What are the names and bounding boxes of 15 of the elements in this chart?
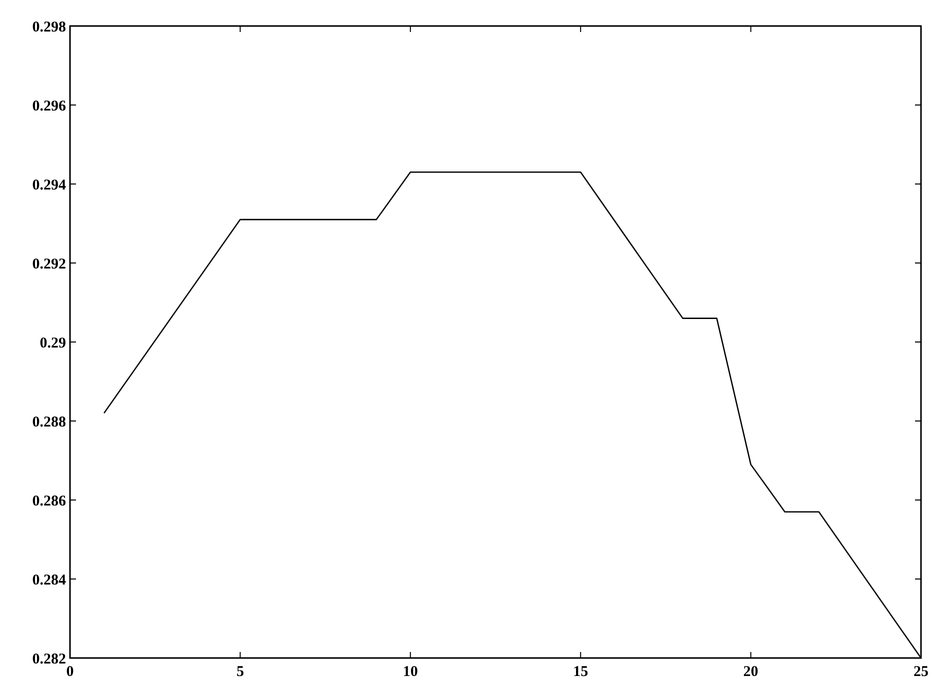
x-tick-label: 10: [402, 664, 418, 680]
x-tick-label: 20: [743, 664, 758, 680]
y-tick-label: 0.298: [32, 19, 66, 36]
y-tick-label: 0.286: [32, 493, 66, 510]
x-tick-label: 5: [236, 664, 244, 680]
y-tick-label: 0.296: [32, 98, 66, 114]
y-tick-label: 0.29: [40, 335, 66, 352]
y-tick-label: 0.282: [32, 651, 66, 668]
y-tick-label: 0.284: [32, 572, 66, 588]
y-tick-label: 0.294: [32, 177, 66, 194]
x-tick-label: 0: [66, 664, 74, 680]
x-tick-label: 15: [573, 664, 588, 680]
x-tick-label: 25: [914, 664, 928, 680]
y-tick-label: 0.292: [32, 256, 66, 272]
y-tick-label: 0.288: [32, 414, 66, 430]
